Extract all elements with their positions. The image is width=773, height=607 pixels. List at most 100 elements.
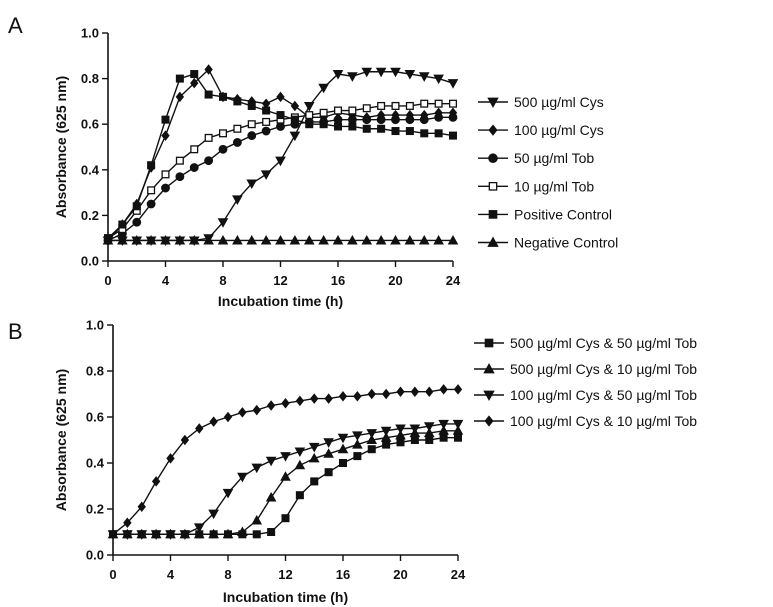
panel-a-data-point bbox=[362, 104, 371, 113]
panel-a-y-axis-title: Absorbance (625 nm) bbox=[53, 76, 69, 218]
panel-b-data-point bbox=[180, 434, 190, 446]
panel-a-legend-marker bbox=[487, 97, 499, 108]
panel-b-data-point bbox=[251, 463, 263, 474]
panel-b-legend-label: 500 µg/ml Cys & 50 µg/ml Tob bbox=[510, 335, 697, 351]
panel-a-data-point bbox=[404, 234, 416, 245]
panel-a-data-point bbox=[218, 144, 228, 154]
panel-b-data-point bbox=[310, 393, 319, 404]
panel-b-data-point bbox=[338, 391, 348, 402]
panel-b-data-point bbox=[209, 416, 218, 427]
panel-a-legend-label: Positive Control bbox=[514, 206, 612, 222]
panel-a-data-point bbox=[377, 101, 386, 110]
panel-b-data-point bbox=[323, 448, 334, 458]
panel-b-data-point bbox=[222, 528, 234, 539]
panel-a-data-point bbox=[448, 131, 458, 140]
panel-a-legend-label: 500 µg/ml Cys bbox=[514, 94, 604, 110]
panel-b-letter: B bbox=[8, 319, 23, 344]
panel-b-data-point bbox=[452, 425, 464, 435]
panel-b-series-line bbox=[112, 388, 458, 535]
panel-a-legend-marker bbox=[488, 153, 498, 163]
panel-b-data-point bbox=[353, 391, 362, 402]
panel-b-data-point bbox=[439, 433, 448, 442]
panel-a-data-point bbox=[347, 234, 358, 245]
panel-b-legend-label: 100 µg/ml Cys & 10 µg/ml Tob bbox=[510, 413, 697, 429]
panel-a-legend-label: Negative Control bbox=[514, 235, 618, 251]
panel-a-data-point bbox=[319, 108, 328, 117]
panel-a-data-point bbox=[305, 120, 314, 129]
panel-a-data-point bbox=[218, 92, 228, 101]
panel-b-data-point bbox=[266, 400, 276, 411]
panel-b-data-point bbox=[136, 530, 148, 540]
panel-b-data-point bbox=[265, 491, 277, 502]
panel-a-data-point bbox=[404, 70, 416, 80]
panel-a-data-point bbox=[362, 115, 372, 125]
panel-b-data-point bbox=[453, 384, 463, 395]
panel-b-data-point bbox=[294, 459, 306, 470]
panel-a-data-point bbox=[262, 106, 271, 115]
panel-a-data-point bbox=[418, 234, 430, 245]
panel-b-data-point bbox=[410, 386, 420, 397]
panel-a-data-point bbox=[247, 120, 256, 129]
panel-a-data-point bbox=[348, 122, 357, 131]
panel-b-data-point bbox=[193, 523, 205, 533]
panel-a-data-point bbox=[262, 117, 271, 126]
panel-a-data-point bbox=[260, 170, 272, 180]
panel-a-data-point bbox=[132, 202, 141, 211]
panel-a-legend-marker bbox=[487, 236, 499, 247]
panel-a-y-tick-label: 0.2 bbox=[81, 208, 99, 223]
panel-a-x-tick-label: 12 bbox=[273, 273, 287, 288]
panel-a-data-point bbox=[418, 72, 430, 82]
panel-a-x-tick-label: 16 bbox=[331, 273, 345, 288]
panel-a-data-point bbox=[276, 91, 285, 103]
panel-b-y-tick-label: 1.0 bbox=[86, 318, 104, 333]
panel-b-data-point bbox=[425, 386, 434, 397]
panel-a-data-point bbox=[233, 97, 242, 106]
panel-b-x-axis-title: Incubation time (h) bbox=[223, 589, 348, 605]
panel-b-data-point bbox=[281, 514, 290, 523]
panel-a-data-point bbox=[102, 234, 114, 245]
panel-a-data-point bbox=[447, 234, 459, 245]
panel-a-data-point bbox=[290, 115, 299, 124]
panel-a-data-point bbox=[161, 183, 170, 193]
panel-a-data-point bbox=[390, 234, 401, 245]
panel-b-data-point bbox=[208, 528, 219, 539]
panel-b-x-tick-label: 20 bbox=[393, 567, 407, 582]
panel-a-x-tick-label: 8 bbox=[219, 273, 226, 288]
panel-a-data-point bbox=[433, 234, 444, 245]
panel-b-x-tick-label: 12 bbox=[278, 567, 292, 582]
panel-a-data-point bbox=[175, 156, 184, 165]
panel-a-plot: 0.0 0.2 0.4 0.6 0.8 1.0 0 4 8 12 16 20 24 Incubation … bbox=[53, 26, 618, 310]
panel-b-y-tick-label: 0.0 bbox=[86, 548, 104, 563]
panel-a-data-point bbox=[448, 99, 458, 108]
panel-b-data-point bbox=[337, 443, 349, 454]
panel-b-data-point bbox=[281, 397, 290, 409]
panel-a-data-point bbox=[377, 124, 386, 133]
panel-a-data-point bbox=[190, 145, 199, 154]
panel-a-data-point bbox=[447, 79, 459, 89]
panel-a-data-point bbox=[232, 234, 243, 245]
panel-a-data-point bbox=[147, 161, 156, 170]
panel-a-data-point bbox=[175, 74, 184, 83]
panel-b-y-tick-label: 0.2 bbox=[86, 502, 104, 517]
panel-b-x-tick-label: 24 bbox=[451, 567, 466, 582]
panel-a-data-point bbox=[204, 156, 214, 166]
panel-a-data-point bbox=[246, 234, 258, 245]
panel-a-data-point bbox=[391, 127, 400, 136]
panel-a-letter: A bbox=[8, 13, 23, 38]
panel-a-data-point bbox=[303, 101, 315, 112]
panel-b-data-point bbox=[295, 395, 305, 407]
panel-b-series-3: 100 µg/ml Cys & 50 µg/ml Tob bbox=[107, 387, 697, 540]
panel-b-data-point bbox=[409, 424, 421, 435]
panel-a-data-point bbox=[376, 115, 386, 125]
panel-a-data-point bbox=[175, 91, 185, 103]
panel-b-legend-label: 500 µg/ml Cys & 10 µg/ml Tob bbox=[510, 361, 697, 377]
panel-b-data-point bbox=[453, 433, 463, 442]
panel-a-data-point bbox=[275, 234, 286, 245]
panel-a-y-tick-label: 1.0 bbox=[81, 26, 99, 41]
panel-a-data-point bbox=[117, 234, 128, 245]
panel-b-legend-marker bbox=[483, 390, 495, 401]
panel-a-data-point bbox=[232, 195, 243, 205]
panel-b-legend-label: 100 µg/ml Cys & 50 µg/ml Tob bbox=[510, 387, 697, 403]
panel-b-data-point bbox=[366, 434, 378, 445]
panel-a-data-point bbox=[433, 74, 444, 85]
